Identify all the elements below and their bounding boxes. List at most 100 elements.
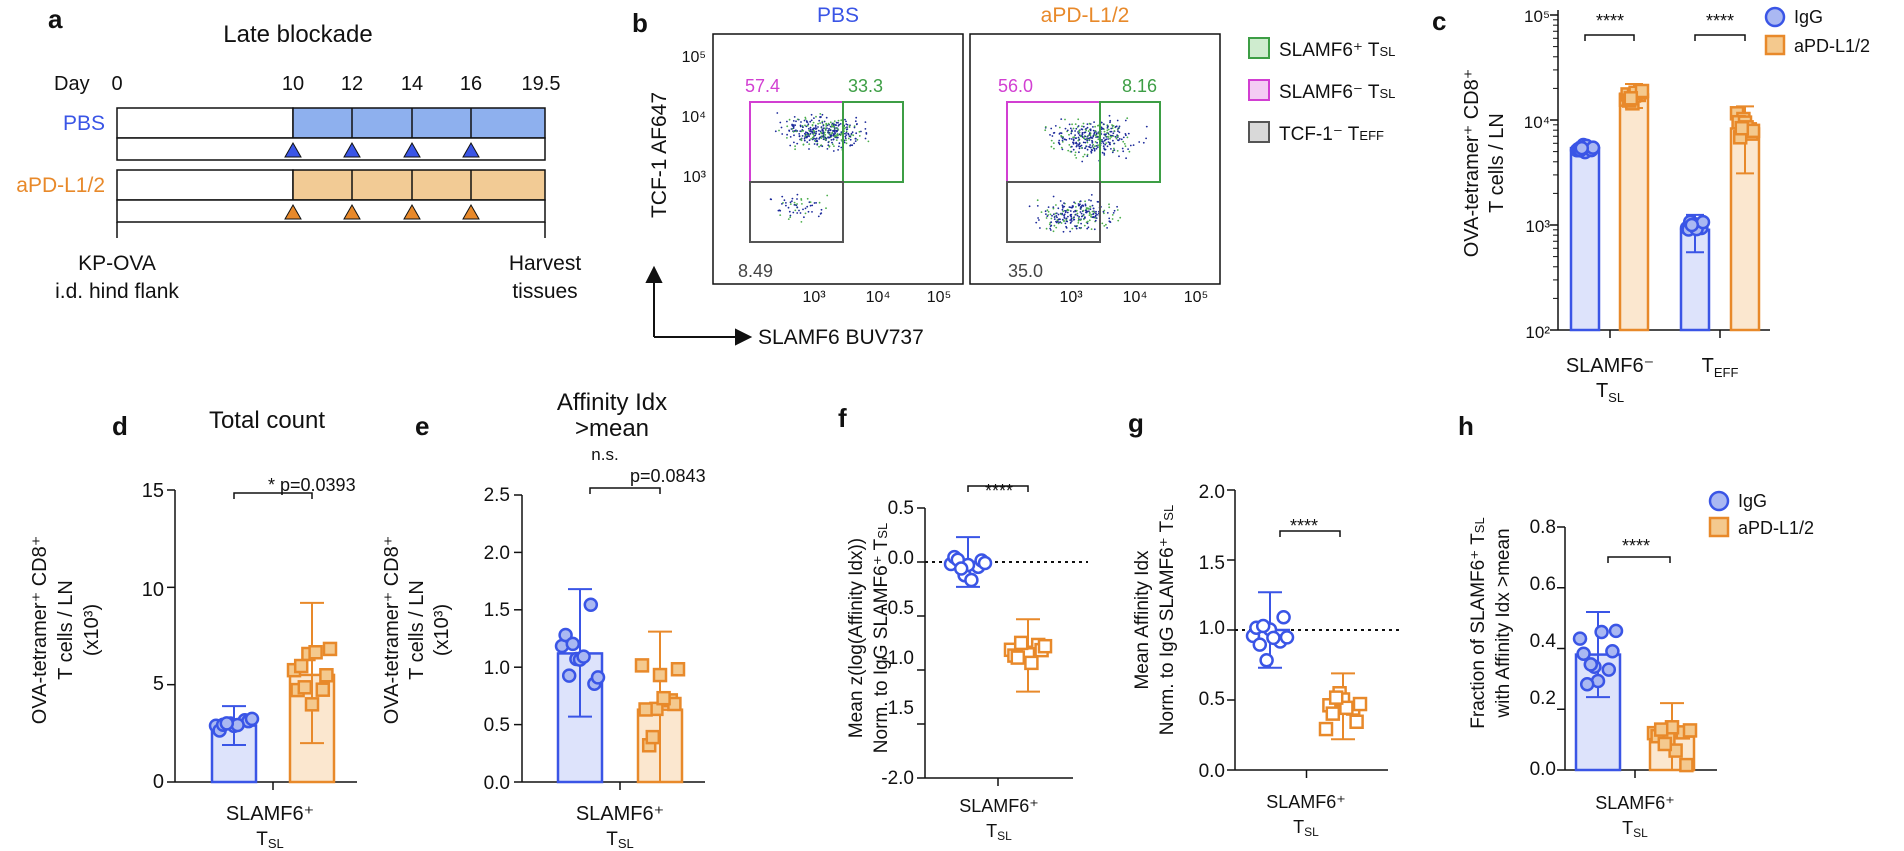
e-ylabel: OVA-tetramer⁺ CD8⁺ bbox=[381, 536, 403, 725]
flow-event bbox=[848, 135, 851, 138]
flow-event bbox=[1063, 202, 1065, 205]
flow-ytick: 10³ bbox=[683, 169, 707, 186]
panel-label-e: e bbox=[415, 411, 429, 441]
flow-event bbox=[1111, 151, 1114, 154]
flow-event bbox=[1103, 154, 1106, 156]
flow-event bbox=[1095, 217, 1098, 220]
flow-event bbox=[1052, 195, 1055, 198]
flow-event bbox=[1084, 147, 1087, 149]
flow-event bbox=[1054, 125, 1057, 127]
flow-event bbox=[1108, 203, 1110, 206]
flow-event bbox=[858, 135, 861, 137]
flow-event bbox=[1086, 123, 1089, 125]
flow-event bbox=[1114, 125, 1117, 128]
flow-event bbox=[1086, 222, 1089, 225]
flow-event bbox=[810, 113, 813, 116]
flow-event bbox=[1055, 226, 1058, 229]
flow-event bbox=[852, 134, 855, 137]
significance-bracket bbox=[233, 492, 313, 499]
flow-event bbox=[1073, 210, 1075, 213]
flow-event bbox=[1127, 132, 1130, 135]
d-ytick: 10 bbox=[142, 579, 164, 601]
flow-event bbox=[1063, 213, 1066, 216]
flow-event bbox=[1061, 205, 1064, 208]
flow-ytick: 10⁴ bbox=[681, 109, 706, 126]
flow-xtick: 10⁵ bbox=[927, 289, 951, 306]
flow-event bbox=[1049, 134, 1051, 136]
flow-event bbox=[821, 120, 824, 123]
e-ylabel: (x10³) bbox=[431, 604, 453, 656]
flow-event bbox=[1124, 145, 1127, 148]
flow-event bbox=[844, 132, 846, 135]
flow-event bbox=[832, 122, 835, 125]
flow-event bbox=[1074, 154, 1076, 157]
chart-g-marks bbox=[1227, 489, 1403, 778]
flow-event bbox=[1066, 211, 1069, 214]
flow-event bbox=[1055, 212, 1058, 215]
flow-event bbox=[1064, 138, 1067, 141]
flow-event bbox=[1056, 219, 1059, 222]
flow-event bbox=[792, 120, 795, 122]
data-point bbox=[558, 627, 573, 643]
flow-event bbox=[1052, 213, 1055, 216]
flow-event bbox=[783, 199, 786, 202]
flow-event bbox=[1126, 117, 1129, 120]
flow-event bbox=[864, 127, 867, 130]
data-point bbox=[656, 690, 671, 706]
flow-event bbox=[802, 208, 804, 211]
flow-event bbox=[1086, 227, 1089, 230]
flow-event bbox=[1069, 127, 1072, 130]
flow-event bbox=[1052, 230, 1055, 233]
gate-tcf1-neg bbox=[749, 181, 844, 243]
chart-h-marks bbox=[1557, 526, 1717, 778]
flow-event bbox=[800, 221, 803, 223]
g-ytick: 0.5 bbox=[1199, 689, 1225, 710]
flow-event bbox=[1094, 217, 1097, 219]
flow-event bbox=[821, 113, 824, 116]
flow-event bbox=[1093, 211, 1096, 214]
flow-event bbox=[845, 131, 848, 134]
flow-event bbox=[845, 130, 848, 133]
flow-plot-pd: 56.0 8.16 35.0 bbox=[969, 33, 1221, 285]
data-point bbox=[1682, 723, 1698, 738]
flow-event bbox=[1078, 145, 1081, 148]
flow-legend: SLAMF6⁺ TSL SLAMF6⁻ TSL TCF-1⁻ TEFF bbox=[1248, 37, 1395, 145]
legend-marker-igg bbox=[1764, 6, 1786, 28]
significance-bracket bbox=[1279, 530, 1341, 537]
c-xlabel: TEFF bbox=[1702, 355, 1739, 380]
flow-event bbox=[1067, 215, 1069, 218]
flow-event bbox=[823, 120, 826, 123]
flow-event bbox=[1122, 136, 1125, 139]
flow-event bbox=[1038, 219, 1040, 221]
flow-event bbox=[1109, 141, 1111, 144]
panel-label-b: b bbox=[632, 8, 648, 38]
flow-event bbox=[844, 118, 846, 121]
flow-event bbox=[1049, 229, 1052, 231]
day-tick: 16 bbox=[460, 73, 482, 95]
chart-f-marks bbox=[917, 485, 1088, 786]
flow-event bbox=[1109, 221, 1112, 224]
flow-event bbox=[1093, 131, 1096, 134]
flow-event bbox=[1095, 210, 1097, 213]
flow-event bbox=[1093, 149, 1096, 152]
flow-event bbox=[1078, 131, 1081, 134]
flow-event bbox=[1090, 199, 1092, 202]
flow-event bbox=[835, 130, 838, 133]
flow-event bbox=[831, 141, 833, 144]
flow-event bbox=[1078, 151, 1080, 154]
flow-event bbox=[779, 214, 782, 217]
flow-event bbox=[844, 137, 847, 140]
flow-event bbox=[1080, 222, 1082, 225]
flow-event bbox=[846, 126, 848, 129]
flow-event bbox=[1071, 206, 1074, 209]
flow-event bbox=[1081, 133, 1084, 136]
flow-event bbox=[824, 131, 826, 134]
flow-event bbox=[812, 132, 814, 134]
flow-event bbox=[793, 134, 795, 137]
flow-event bbox=[820, 137, 823, 140]
c-xlabel: TSL bbox=[1596, 380, 1624, 405]
e-ytick: 2.0 bbox=[484, 543, 510, 564]
g-sig: **** bbox=[1290, 516, 1318, 536]
flow-event bbox=[1094, 141, 1097, 143]
start-label-2: i.d. hind flank bbox=[55, 280, 179, 303]
